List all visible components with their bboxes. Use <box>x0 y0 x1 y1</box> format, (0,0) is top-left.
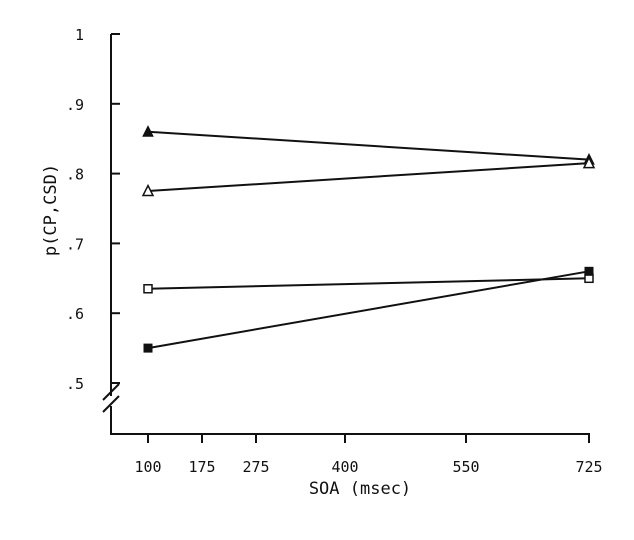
y-tick-label: .8 <box>66 166 84 184</box>
data-point-open-triangle <box>141 183 155 197</box>
x-tick-label: 400 <box>331 458 358 476</box>
y-axis-break-mark-lower <box>102 395 120 413</box>
x-tick-group: 100 175 275 400 550 725 <box>134 434 603 476</box>
y-tick-label: .9 <box>66 96 84 114</box>
x-tick-label: 550 <box>452 458 479 476</box>
y-axis-break-mark-upper <box>102 383 120 401</box>
x-tick-label: 725 <box>575 458 602 476</box>
x-tick-label: 100 <box>134 458 161 476</box>
x-tick-label: 275 <box>242 458 269 476</box>
data-point-open-square <box>143 284 153 294</box>
series-line-open-square <box>147 277 590 290</box>
data-point-filled-square <box>584 266 594 276</box>
y-tick-label: .6 <box>66 305 84 323</box>
y-axis-title: p(CP,CSD) <box>41 164 61 256</box>
y-tick-label: 1 <box>75 26 84 44</box>
series-line-filled-triangle <box>147 130 590 161</box>
data-point-filled-square <box>143 343 153 353</box>
y-tick-label: .7 <box>66 235 84 253</box>
x-axis-title: SOA (msec) <box>309 479 411 499</box>
series-line-filled-square <box>147 270 590 350</box>
data-point-filled-triangle <box>142 125 154 137</box>
x-tick-label: 175 <box>188 458 215 476</box>
data-point-open-triangle <box>582 155 596 169</box>
y-tick-group: .5 .6 .7 .8 .9 1 <box>66 26 120 393</box>
series-group <box>141 125 596 353</box>
series-line-open-triangle <box>147 162 590 193</box>
y-tick-label: .5 <box>66 375 84 393</box>
